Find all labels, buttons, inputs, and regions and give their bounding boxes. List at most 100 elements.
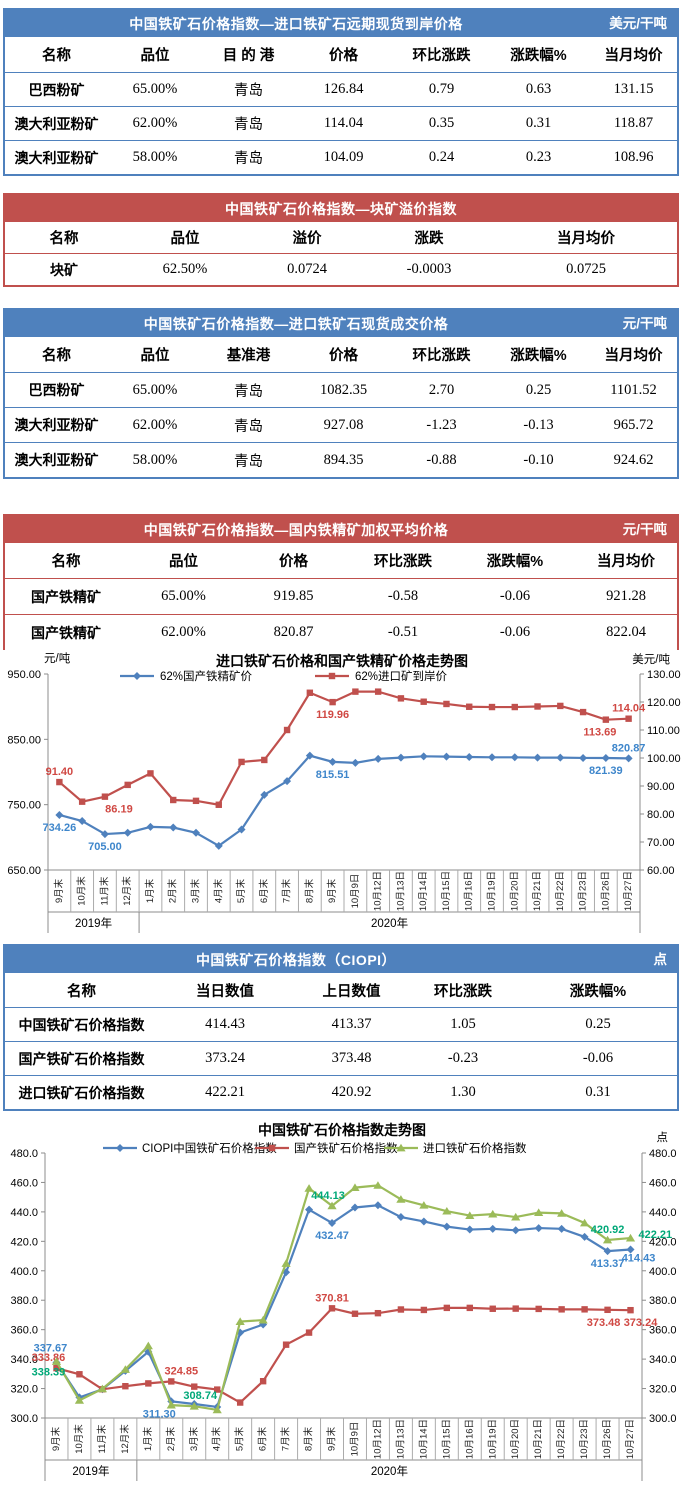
category-label: 10月21日 [533, 1419, 544, 1459]
triangle-marker [625, 1233, 636, 1242]
diamond-marker [328, 1218, 337, 1227]
diamond-marker [373, 1201, 382, 1210]
table-cell: 65.00% [161, 588, 206, 604]
table-title-bar: 中国铁矿石价格指数—块矿溢价指数 [5, 195, 677, 222]
right-tick-label: 400.0 [649, 1266, 677, 1278]
table-row: 澳大利亚粉矿 58.00% 青岛 104.09 0.24 0.23 108.96 [5, 140, 677, 174]
category-label: 1月末 [144, 878, 156, 903]
square-marker [283, 726, 291, 734]
diamond-marker [603, 1247, 612, 1256]
table-title-bar: 中国铁矿石价格指数—进口铁矿石远期现货到岸价格 美元/干吨 [5, 10, 677, 37]
column-header: 品位 [170, 231, 200, 247]
category-label: 9月末 [50, 1426, 62, 1451]
table-grid: 名称 品位 基准港 价格 环比涨跌 涨跌幅% 当月均价 巴西粉矿 65.00% 青岛 1082.35… [5, 337, 677, 477]
table-cell: 巴西粉矿 [28, 81, 85, 98]
category-label: 2月末 [167, 878, 179, 903]
category-label: 10月22日 [555, 871, 566, 911]
diamond-marker [626, 1245, 635, 1254]
square-marker [261, 756, 268, 764]
diamond-marker [534, 1224, 543, 1233]
square-marker [443, 700, 450, 708]
table-cell: 104.09 [323, 149, 364, 165]
diamond-marker [511, 1226, 520, 1235]
table-cell: 924.62 [613, 451, 654, 468]
square-marker [53, 1364, 60, 1372]
right-tick-label: 320.0 [649, 1384, 677, 1396]
square-marker [147, 770, 154, 777]
square-marker [236, 1399, 244, 1406]
diamond-marker [328, 757, 337, 766]
category-label: 3月末 [188, 1426, 200, 1451]
chart-import-vs-domestic-price-trend: 进口铁矿石价格和国产铁精矿价格走势图 元/吨 美元/吨 62%国产铁精矿价 62%进口矿… [0, 650, 684, 940]
category-label: 11月末 [96, 1424, 108, 1453]
table-cell: 921.28 [606, 588, 646, 604]
data-label: 311.30 [143, 1408, 176, 1420]
data-label: 821.39 [589, 765, 623, 777]
square-marker [76, 1371, 83, 1378]
table-cell: 114.04 [323, 115, 364, 131]
table-row: 巴西粉矿 65.00% 青岛 1082.35 2.70 0.25 1101.52 [5, 372, 677, 407]
category-label: 10月22日 [556, 1419, 567, 1459]
data-label: 119.96 [316, 709, 349, 721]
year-label: 2019年 [72, 1464, 109, 1478]
triangle-marker [74, 1396, 85, 1404]
table-cell: 62.00% [132, 115, 178, 131]
category-label: 10月19日 [487, 871, 498, 911]
legend-label: 国产铁矿石价格指数 [294, 1141, 398, 1155]
data-label: 86.19 [105, 804, 133, 816]
diamond-marker [146, 822, 155, 831]
table-row: 澳大利亚粉矿 62.00% 青岛 927.08 -1.23 -0.13 965.72 [5, 407, 677, 442]
square-marker [489, 1305, 496, 1312]
square-marker [374, 688, 382, 695]
column-header: 当月均价 [557, 231, 615, 247]
table-row: 国产铁矿石价格指数 373.24 373.48 -0.23 -0.06 [5, 1041, 677, 1075]
trend-chart-svg: 中国铁矿石价格指数走势图 点 CIOPI中国铁矿石价格指数 国产铁矿石价格指数 进口铁矿… [10, 1122, 677, 1481]
triangle-marker [212, 1405, 222, 1414]
category-label: 5月末 [234, 1426, 246, 1451]
table-cell: 927.08 [323, 416, 364, 433]
column-header: 涨跌幅% [510, 48, 567, 64]
legend-label: CIOPI中国铁矿石价格指数 [142, 1141, 277, 1155]
category-label: 10月16日 [464, 871, 475, 911]
diamond-marker [78, 817, 87, 825]
column-header: 名称 [67, 983, 96, 1000]
right-tick-label: 300.0 [649, 1413, 677, 1425]
table-cell: 65.00% [132, 381, 178, 398]
table-title-bar: 中国铁矿石价格指数—进口铁矿石现货成交价格 元/干吨 [5, 310, 677, 337]
triangle-marker [442, 1206, 452, 1215]
data-label: 91.40 [46, 766, 74, 778]
category-label: 10月20日 [510, 1419, 521, 1459]
table-lump-premium-index: 中国铁矿石价格指数—块矿溢价指数 名称 品位 溢价 涨跌 当月均价 块矿 62.50% 0.0… [3, 193, 679, 287]
square-marker [602, 716, 610, 723]
category-label: 11月末 [98, 876, 110, 905]
category-label: 10月27日 [623, 871, 634, 911]
data-label: 338.39 [32, 1366, 66, 1378]
table-cell: 413.37 [331, 1016, 372, 1032]
table-unit-label: 点 [653, 952, 668, 967]
square-marker [420, 698, 427, 705]
left-tick-label: 650.00 [7, 865, 41, 877]
diamond-marker [601, 754, 610, 763]
square-marker [534, 703, 541, 710]
table-cell: -0.10 [523, 451, 554, 468]
square-marker [268, 1144, 276, 1152]
square-marker [397, 1306, 405, 1313]
table-cell: 0.35 [428, 115, 455, 131]
table-header-row: 名称 品位 基准港 价格 环比涨跌 涨跌幅% 当月均价 [5, 337, 677, 372]
table-cell: 1.30 [450, 1084, 476, 1100]
triangle-marker [189, 1402, 199, 1410]
column-header: 价格 [329, 348, 358, 364]
table-row: 澳大利亚粉矿 58.00% 青岛 894.35 -0.88 -0.10 924.62 [5, 442, 677, 477]
data-label: 113.69 [583, 727, 616, 739]
triangle-marker [373, 1181, 383, 1189]
category-label: 10月16日 [464, 1419, 475, 1459]
diamond-marker [214, 841, 223, 850]
data-label: 114.04 [612, 703, 646, 715]
table-cell: 0.63 [525, 81, 552, 97]
table-ciopi-index: 中国铁矿石价格指数（CIOPI） 点 名称 当日数值 上日数值 环比涨跌 涨跌幅% 中国铁… [3, 944, 679, 1111]
triangle-marker [396, 1143, 406, 1152]
table-cell: 块矿 [50, 261, 78, 278]
right-tick-label: 60.00 [647, 865, 675, 877]
series-line [55, 1184, 631, 1412]
column-header: 价格 [279, 554, 308, 570]
